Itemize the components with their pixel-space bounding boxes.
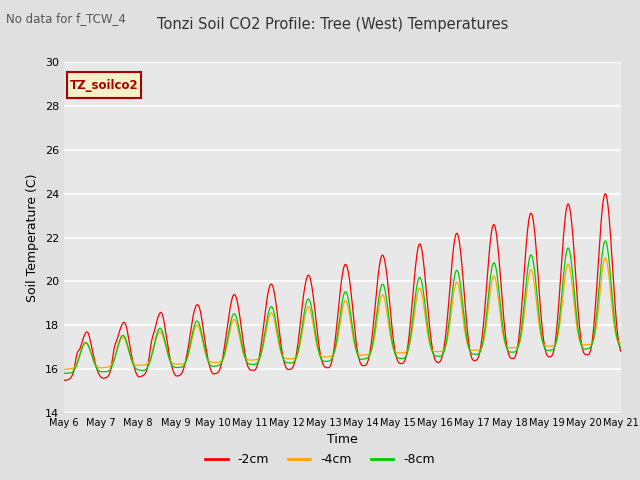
Text: Tonzi Soil CO2 Profile: Tree (West) Temperatures: Tonzi Soil CO2 Profile: Tree (West) Temp… <box>157 17 509 32</box>
X-axis label: Time: Time <box>327 433 358 446</box>
Legend: -2cm, -4cm, -8cm: -2cm, -4cm, -8cm <box>200 448 440 471</box>
Text: TZ_soilco2: TZ_soilco2 <box>70 79 138 92</box>
Text: No data for f_TCW_4: No data for f_TCW_4 <box>6 12 126 25</box>
Y-axis label: Soil Temperature (C): Soil Temperature (C) <box>26 173 39 302</box>
